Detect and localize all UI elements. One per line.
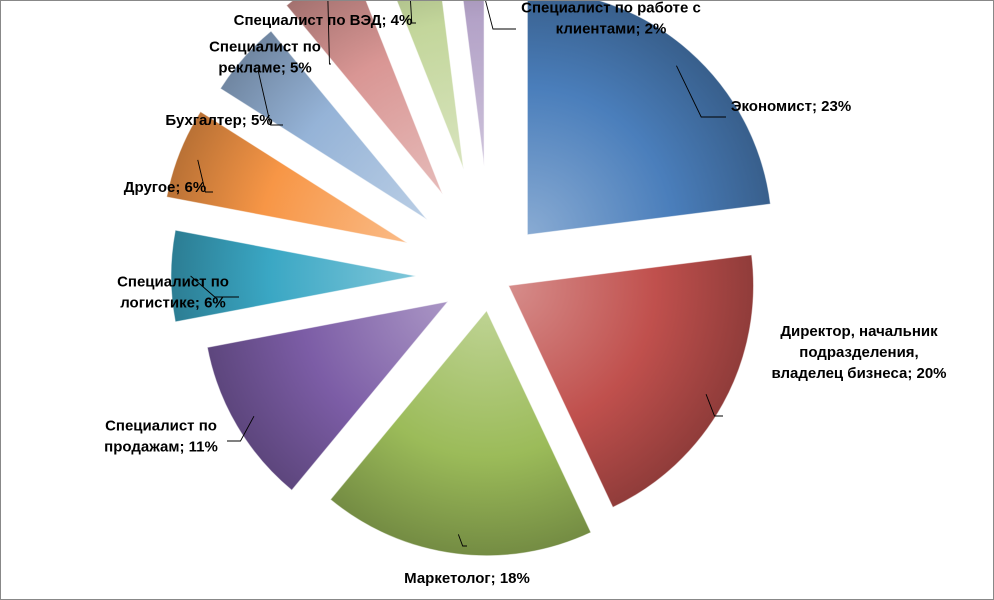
data-label-line: рекламе; 5%	[218, 60, 311, 77]
leader-line	[457, 534, 467, 547]
data-label-специалист-по-продажам: Специалист по продажам; 11%	[104, 418, 218, 456]
data-label-line: клиентами; 2%	[556, 21, 667, 38]
data-label-line: подразделения,	[799, 344, 918, 361]
pie-slice-другое	[166, 110, 408, 244]
data-label-line: Специалист по	[105, 418, 217, 435]
data-label-специалист-по-работе-с-клиентами: Специалист по работе с клиентами; 2%	[521, 1, 701, 38]
data-label-другое: Другое; 6%	[124, 179, 206, 196]
data-label-специалист-по-рекламе: Специалист по рекламе; 5%	[209, 39, 321, 77]
leader-line	[257, 70, 283, 126]
leader-line	[676, 65, 726, 118]
data-label-маркетолог: Маркетолог; 18%	[404, 570, 530, 587]
pie-slice-маркетолог	[329, 309, 592, 557]
data-label-специалист-по-вэд: Специалист по ВЭД; 4%	[234, 12, 413, 29]
data-label-line: Специалист по	[209, 39, 321, 56]
data-label-line: Специалист по работе с	[521, 1, 701, 17]
leader-line	[410, 1, 416, 24]
data-label-line: Экономист; 23%	[731, 98, 851, 115]
data-label-экономист: Экономист; 23%	[731, 98, 851, 115]
pie-slice-директор-начальник-подразделения-владелец-бизнеса	[507, 254, 754, 508]
leader-line	[190, 275, 239, 298]
data-label-line: Директор, начальник	[780, 323, 938, 340]
leader-line	[227, 415, 255, 442]
leader-line	[327, 1, 331, 65]
pie-slice-специалист-по-рекламе	[285, 1, 444, 195]
pie-slice-экономист	[526, 1, 771, 236]
data-label-line: продажам; 11%	[104, 439, 218, 456]
data-label-line: Другое; 6%	[124, 179, 206, 196]
pie-slice-специалист-по-продажам	[206, 300, 450, 491]
data-label-специалист-по-логистике: Специалист по логистике; 6%	[117, 274, 229, 312]
leader-line	[197, 159, 213, 193]
data-label-line: Бухгалтер; 5%	[165, 112, 272, 129]
data-label-бухгалтер: Бухгалтер; 5%	[165, 112, 272, 129]
leader-line	[705, 394, 723, 417]
pie-slice-бухгалтер	[219, 30, 428, 221]
data-label-директор-начальник-подразделения-владелец-бизнеса: Директор, начальник подразделения, владеле…	[771, 323, 946, 382]
data-label-line: Маркетолог; 18%	[404, 570, 530, 587]
leader-line	[485, 1, 516, 30]
data-label-line: владелец бизнеса; 20%	[771, 365, 946, 382]
pie-slice-специалист-по-логистике	[170, 229, 417, 323]
pie-slice-специалист-по-вэд	[396, 1, 465, 170]
pie-slice-специалист-по-работе-с-клиентами	[462, 1, 485, 167]
data-label-line: Специалист по	[117, 274, 229, 291]
data-label-line: Специалист по ВЭД; 4%	[234, 12, 413, 29]
data-label-line: логистике; 6%	[120, 295, 226, 312]
